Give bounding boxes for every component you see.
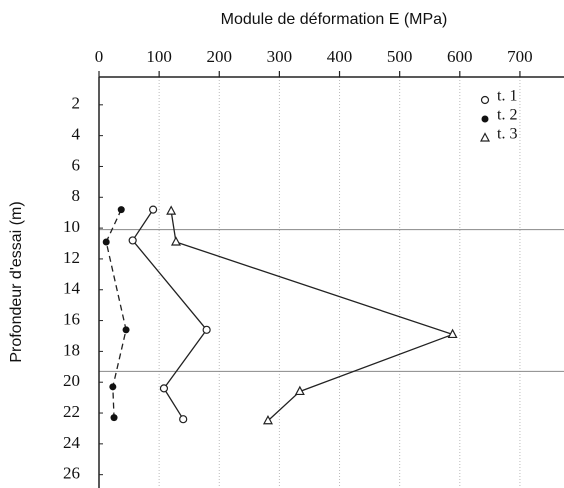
y-tick-label: 12 [63, 248, 80, 267]
x-tick-label: 300 [267, 47, 293, 66]
y-tick-label: 18 [63, 340, 80, 359]
y-tick-label: 2 [72, 94, 81, 113]
data-point [262, 414, 273, 425]
y-tick-label: 8 [72, 186, 81, 205]
data-point [110, 414, 118, 422]
y-tick-label: 14 [63, 279, 81, 298]
data-point [447, 328, 458, 339]
legend-marker [480, 95, 490, 105]
x-tick-label: 400 [327, 47, 353, 66]
series-line [131, 209, 208, 420]
y-tick-label: 24 [63, 433, 81, 452]
y-tick-label: 16 [63, 309, 80, 328]
y-tick-label: 4 [72, 125, 81, 144]
chart-title: Module de déformation E (MPa) [221, 11, 448, 28]
y-tick-label: 6 [72, 155, 81, 174]
series-line [170, 211, 455, 422]
y-tick-label: 26 [63, 464, 80, 483]
data-point [117, 206, 125, 214]
legend-label: t. 2 [497, 107, 517, 124]
data-point [179, 415, 188, 424]
data-point [202, 325, 211, 334]
x-tick-label: 0 [95, 47, 104, 66]
data-point [159, 384, 169, 393]
x-tick-label: 500 [387, 47, 413, 66]
y-axis-label: Profondeur d'essai (m) [8, 201, 25, 362]
y-tick-label: 20 [63, 371, 80, 390]
x-tick-label: 700 [507, 47, 533, 66]
x-tick-label: 200 [207, 47, 233, 66]
legend-label: t. 3 [497, 126, 517, 143]
data-point [294, 385, 305, 396]
data-point [149, 205, 158, 214]
data-point [102, 238, 110, 246]
data-point [128, 236, 137, 245]
x-tick-label: 100 [146, 47, 172, 66]
legend-label: t. 1 [497, 88, 517, 105]
y-tick-label: 22 [63, 402, 80, 421]
data-point [109, 383, 117, 391]
y-tick-label: 10 [63, 217, 80, 236]
data-point [170, 236, 181, 246]
data-point [166, 205, 177, 215]
data-point [122, 326, 130, 334]
x-tick-label: 600 [447, 47, 473, 66]
legend-marker [480, 132, 490, 142]
legend-marker [481, 115, 489, 123]
